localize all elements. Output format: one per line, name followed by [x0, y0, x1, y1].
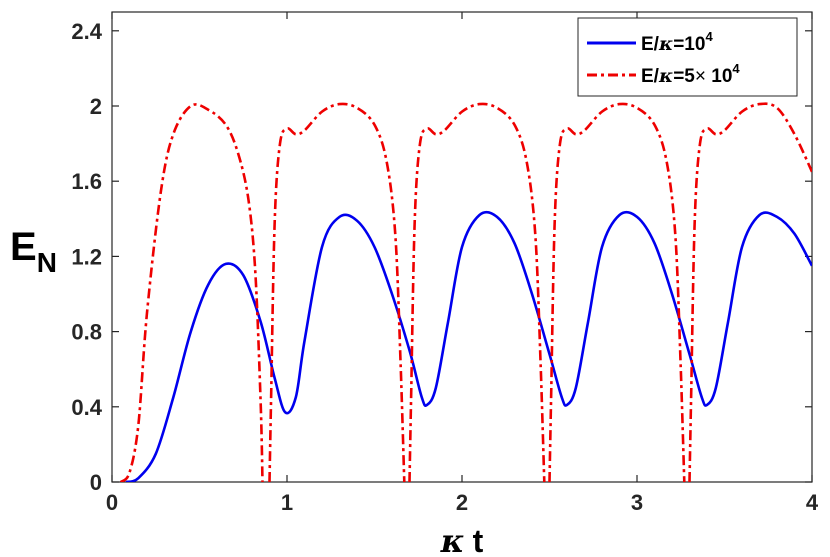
y-axis-label: EN	[10, 225, 57, 278]
legend-label-series-2: E/κ=5× 104	[641, 61, 740, 87]
legend: E/κ=104 E/κ=5× 104	[577, 17, 798, 97]
legend-2-kappa: κ	[658, 65, 673, 87]
series-line-1	[125, 210, 812, 482]
axis-ticks: 0 0.4 0.8 1.2 1.6 2 2.4 0 1 2 3 4	[71, 12, 819, 515]
series-line-2	[119, 102, 812, 482]
legend-2-prefix: E/	[641, 66, 660, 87]
series-layer	[119, 102, 812, 482]
legend-1-sup: 4	[705, 29, 713, 44]
legend-2-ten: 10	[706, 66, 732, 87]
y-axis-label-sub: N	[37, 247, 57, 278]
x-axis-label-kappa: κ	[440, 522, 465, 557]
y-tick-label: 2.4	[71, 19, 102, 44]
x-tick-label: 4	[806, 490, 819, 515]
legend-1-mid: =10	[673, 34, 705, 55]
legend-label-series-1: E/κ=104	[641, 29, 713, 55]
y-tick-label: 1.6	[71, 169, 102, 194]
legend-2-times: ×	[695, 66, 706, 87]
legend-2-mid: =5	[673, 66, 695, 87]
x-tick-label: 2	[456, 490, 468, 515]
x-tick-label: 3	[631, 490, 643, 515]
y-tick-label: 0.4	[71, 395, 102, 420]
y-tick-label: 0	[90, 470, 102, 495]
x-axis-label-t: t	[473, 523, 484, 557]
y-axis-label-main: E	[10, 225, 37, 269]
legend-2-sup: 4	[732, 61, 740, 76]
y-tick-label: 2	[90, 94, 102, 119]
y-tick-label: 1.2	[71, 244, 102, 269]
x-tick-label: 0	[106, 490, 118, 515]
x-tick-label: 1	[281, 490, 293, 515]
y-tick-label: 0.8	[71, 320, 102, 345]
legend-1-kappa: κ	[658, 33, 673, 55]
legend-box	[577, 17, 798, 97]
legend-1-prefix: E/	[641, 34, 660, 55]
